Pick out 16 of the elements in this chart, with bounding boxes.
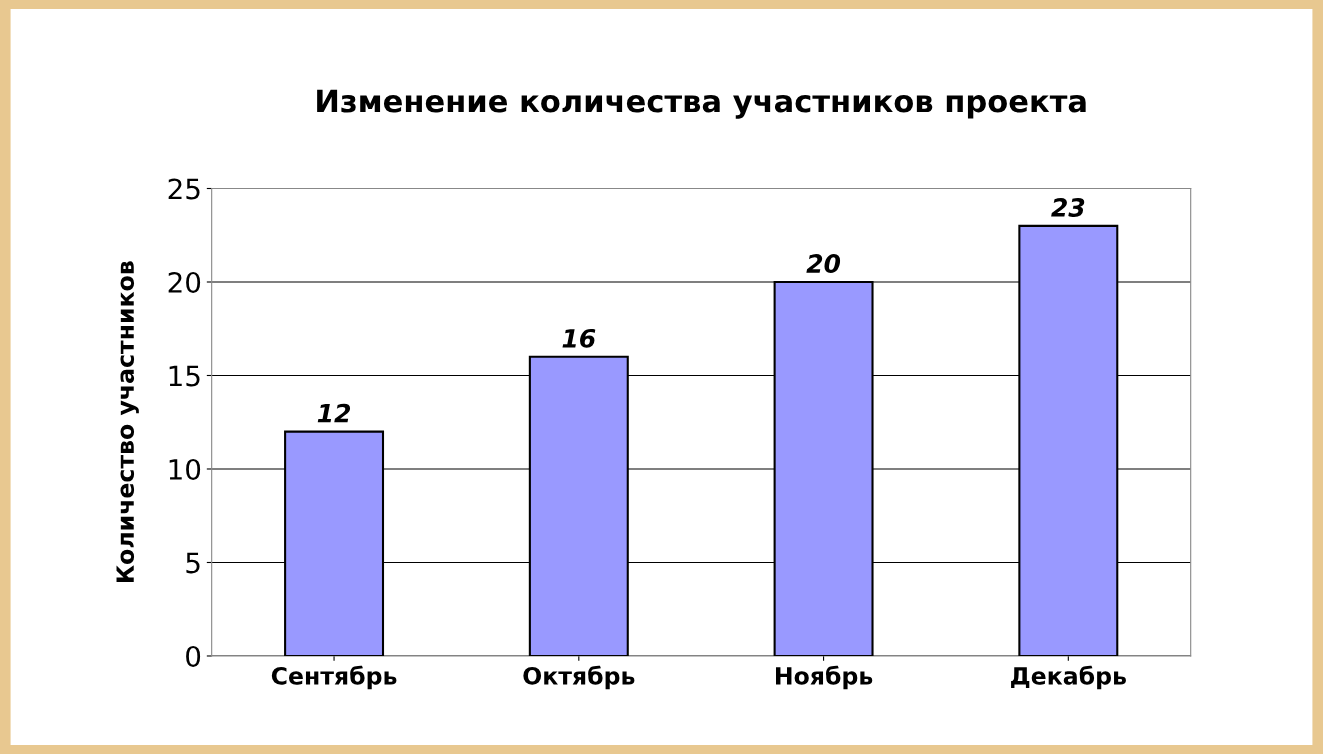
x-tick-label: Октябрь (523, 665, 635, 690)
x-tick-label: Декабрь (1011, 665, 1126, 690)
y-tick-label: 25 (168, 178, 200, 200)
x-tick-label: Сентябрь (271, 665, 397, 690)
y-tick-label: 5 (186, 552, 200, 574)
y-axis-title: Количество участников (116, 261, 139, 583)
y-tick-label: 10 (169, 458, 201, 480)
x-tick-label: Ноябрь (776, 665, 873, 690)
data-label: 20 (806, 254, 841, 273)
chart-title: Изменение количества участников проекта (317, 89, 1086, 119)
y-tick-label: 20 (168, 271, 201, 293)
data-label: 23 (1051, 197, 1085, 217)
y-tick-label: 0 (186, 645, 201, 667)
y-tick-label: 15 (169, 365, 200, 387)
data-label: 16 (562, 328, 596, 348)
data-label: 12 (317, 403, 351, 423)
